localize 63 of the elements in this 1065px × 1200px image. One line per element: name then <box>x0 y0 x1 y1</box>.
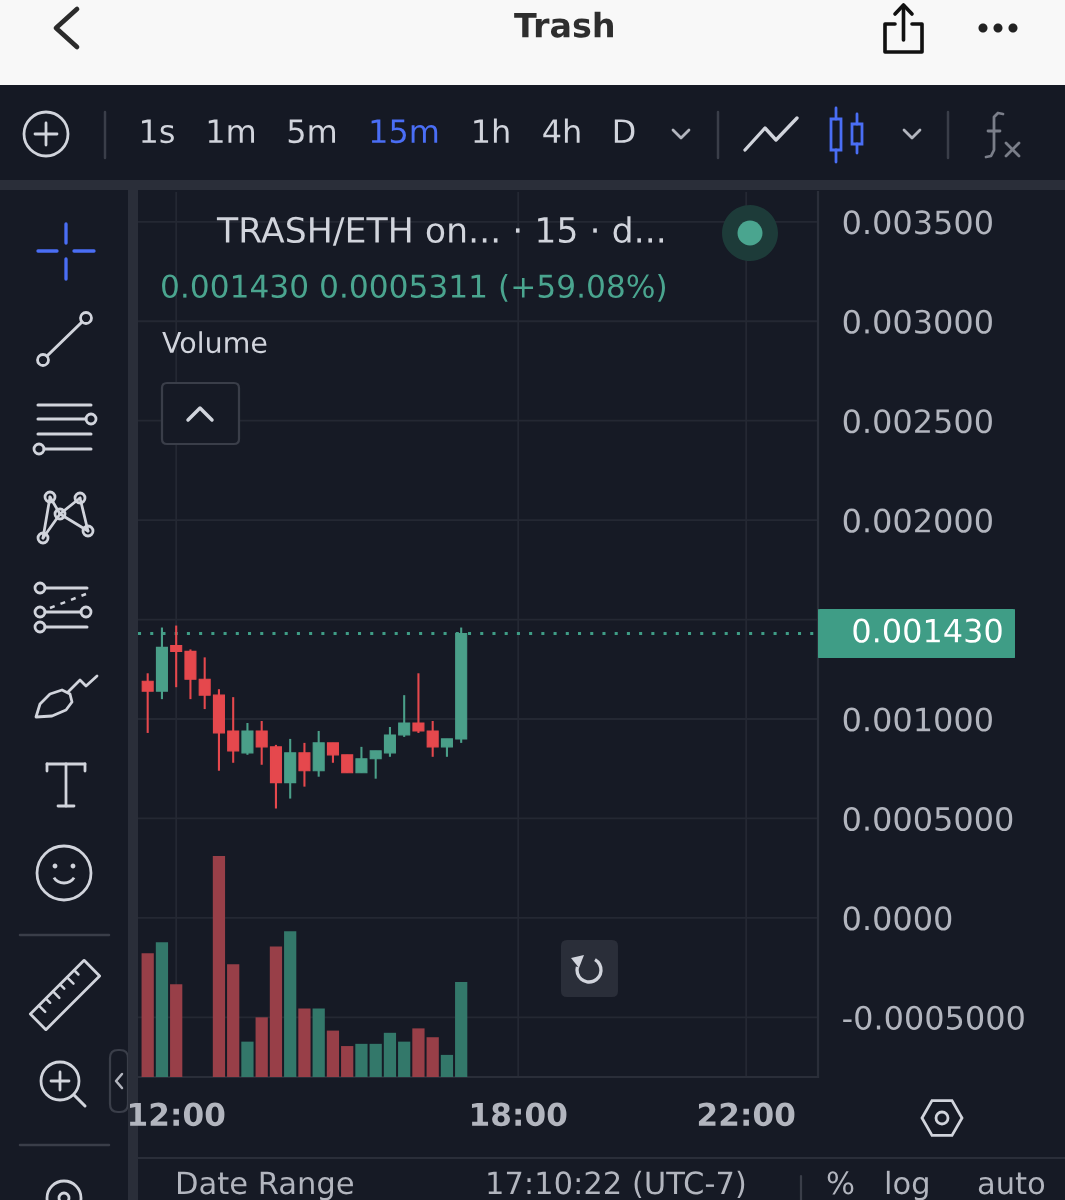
y-tick-label: 0.003500 <box>843 210 992 235</box>
y-tick-label: -0.0005000 <box>843 1005 1024 1030</box>
candlestick <box>326 741 339 764</box>
y-tick-label: 0.002000 <box>843 508 992 533</box>
text: auto <box>978 1172 1045 1195</box>
bar <box>227 964 240 1077</box>
y-tick-label: 0.0000 <box>843 906 952 931</box>
bar <box>369 1043 382 1077</box>
annotation: Volume <box>162 331 267 354</box>
candlestick <box>355 745 368 774</box>
candlestick <box>298 741 311 788</box>
text: 1h <box>474 118 509 143</box>
bar <box>383 1032 397 1077</box>
text: 15m <box>371 119 438 144</box>
candlestick <box>170 624 183 689</box>
bar <box>355 1043 368 1077</box>
ref-line-label: 0.001430 <box>853 618 1002 643</box>
text: Date Range <box>178 1171 353 1200</box>
bar <box>284 931 297 1077</box>
text: 17:10:22 (UTC-7) <box>488 1170 745 1199</box>
candlestick <box>412 672 425 734</box>
x-tick-label: 18:00 <box>471 1102 567 1127</box>
text: 5m <box>288 119 336 144</box>
y-tick-label: 0.003000 <box>843 309 992 334</box>
bar <box>455 981 468 1077</box>
candlestick <box>141 672 154 734</box>
bar <box>212 856 226 1077</box>
bar <box>440 1054 454 1077</box>
candlestick <box>426 719 439 758</box>
text: log <box>886 1170 928 1200</box>
y-tick-label: 0.002500 <box>843 409 992 434</box>
candlestick <box>241 721 254 756</box>
bar <box>255 1017 268 1077</box>
bar <box>341 1046 354 1077</box>
text: 0.001430 0.0005311 (+59.08%) <box>162 273 666 302</box>
text: Trash <box>514 11 613 38</box>
bar <box>398 1041 411 1077</box>
y-tick-label: 0.001000 <box>843 707 992 732</box>
candlestick <box>198 656 211 711</box>
text: 4h <box>543 118 580 143</box>
bar <box>155 942 169 1077</box>
bar <box>269 946 283 1077</box>
x-tick-label: 12:00 <box>129 1102 225 1127</box>
bar <box>412 1028 425 1077</box>
x-tick-label: 22:00 <box>698 1102 795 1127</box>
bar <box>312 1008 325 1077</box>
bar <box>170 984 183 1077</box>
candlestick <box>398 694 411 738</box>
y-tick-label: 0.0005000 <box>843 806 1013 832</box>
text: D <box>614 119 635 143</box>
text: TRASH/ETH on... · 15 · d... <box>216 216 664 246</box>
candlestick <box>369 749 382 780</box>
candlestick <box>383 725 396 758</box>
text: 1s <box>142 119 174 144</box>
candlestick <box>227 696 240 764</box>
text: 1m <box>208 119 255 143</box>
bar <box>326 1030 340 1077</box>
bar <box>426 1037 439 1077</box>
bar <box>241 1041 254 1077</box>
bar <box>298 1008 311 1077</box>
candlestick <box>255 719 268 766</box>
bar <box>141 953 154 1077</box>
text: % <box>827 1171 854 1195</box>
